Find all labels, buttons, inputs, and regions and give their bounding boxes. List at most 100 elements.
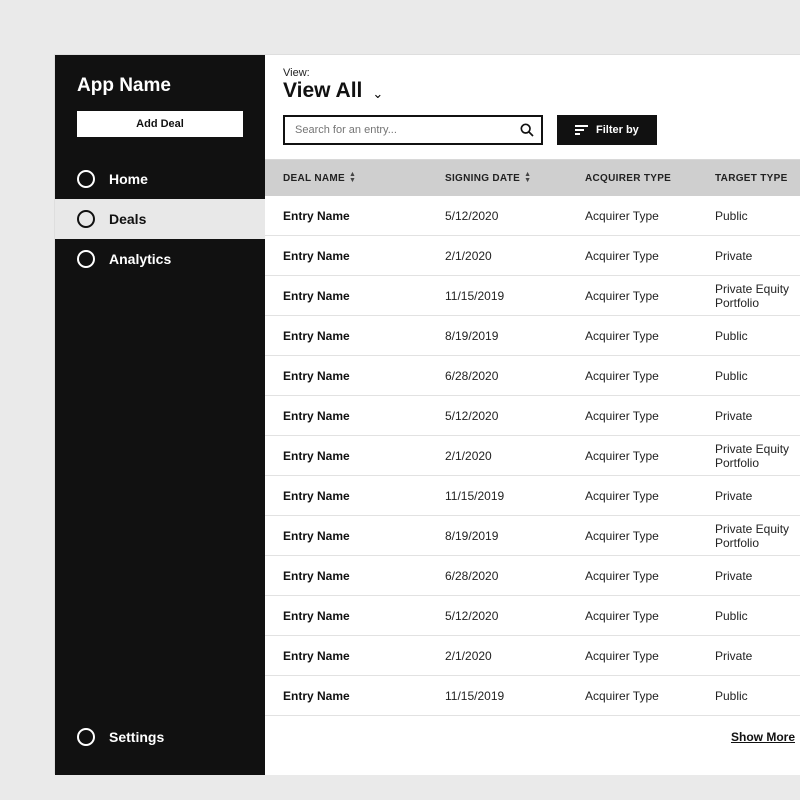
show-more-wrap: Show More <box>265 716 800 744</box>
add-deal-button[interactable]: Add Deal <box>77 111 243 137</box>
cell-deal-name: Entry Name <box>265 249 435 263</box>
cell-signing-date: 2/1/2020 <box>435 449 575 463</box>
cell-signing-date: 5/12/2020 <box>435 409 575 423</box>
table-header: DEAL NAME ▲▼ SIGNING DATE ▲▼ ACQUIRER TY… <box>265 160 800 196</box>
main-content: View: View All ⌄ Filter by D <box>265 55 800 775</box>
sidebar-item-label: Analytics <box>109 251 171 267</box>
cell-target-type: Private <box>705 249 800 263</box>
cell-acquirer-type: Acquirer Type <box>575 489 705 503</box>
cell-acquirer-type: Acquirer Type <box>575 569 705 583</box>
column-signing-date[interactable]: SIGNING DATE ▲▼ <box>435 172 575 184</box>
cell-signing-date: 11/15/2019 <box>435 289 575 303</box>
table-row[interactable]: Entry Name6/28/2020Acquirer TypePublic <box>265 356 800 396</box>
sort-icon: ▲▼ <box>349 172 356 184</box>
table-row[interactable]: Entry Name11/15/2019Acquirer TypePublic <box>265 676 800 716</box>
table-row[interactable]: Entry Name8/19/2019Acquirer TypePrivate … <box>265 516 800 556</box>
sidebar-item-deals[interactable]: Deals <box>55 199 265 239</box>
cell-deal-name: Entry Name <box>265 649 435 663</box>
sort-icon: ▲▼ <box>524 172 531 184</box>
cell-target-type: Private <box>705 489 800 503</box>
table-row[interactable]: Entry Name2/1/2020Acquirer TypePrivate <box>265 236 800 276</box>
sidebar-item-home[interactable]: Home <box>55 159 265 199</box>
cell-deal-name: Entry Name <box>265 289 435 303</box>
cell-signing-date: 2/1/2020 <box>435 649 575 663</box>
deals-table: DEAL NAME ▲▼ SIGNING DATE ▲▼ ACQUIRER TY… <box>265 159 800 775</box>
table-row[interactable]: Entry Name5/12/2020Acquirer TypePublic <box>265 196 800 236</box>
cell-acquirer-type: Acquirer Type <box>575 689 705 703</box>
cell-target-type: Private <box>705 649 800 663</box>
sidebar: App Name Add Deal Home Deals Analytics S… <box>55 55 265 775</box>
table-row[interactable]: Entry Name2/1/2020Acquirer TypePrivate <box>265 636 800 676</box>
cell-signing-date: 8/19/2019 <box>435 529 575 543</box>
cell-deal-name: Entry Name <box>265 449 435 463</box>
cell-signing-date: 2/1/2020 <box>435 249 575 263</box>
circle-icon <box>77 728 95 746</box>
table-row[interactable]: Entry Name11/15/2019Acquirer TypePrivate <box>265 476 800 516</box>
cell-deal-name: Entry Name <box>265 689 435 703</box>
sidebar-bottom: Settings <box>55 717 265 775</box>
show-more-link[interactable]: Show More <box>731 730 795 744</box>
app-title: App Name <box>55 75 265 111</box>
cell-acquirer-type: Acquirer Type <box>575 209 705 223</box>
chevron-down-icon: ⌄ <box>372 83 383 100</box>
sidebar-nav: Home Deals Analytics <box>55 159 265 279</box>
cell-acquirer-type: Acquirer Type <box>575 289 705 303</box>
circle-icon <box>77 250 95 268</box>
table-row[interactable]: Entry Name5/12/2020Acquirer TypePrivate <box>265 396 800 436</box>
cell-target-type: Private <box>705 409 800 423</box>
cell-signing-date: 8/19/2019 <box>435 329 575 343</box>
controls-bar: Filter by <box>265 111 800 159</box>
cell-target-type: Public <box>705 689 800 703</box>
cell-signing-date: 6/28/2020 <box>435 369 575 383</box>
cell-target-type: Public <box>705 369 800 383</box>
cell-target-type: Private <box>705 569 800 583</box>
view-value: View All <box>283 79 362 103</box>
cell-deal-name: Entry Name <box>265 209 435 223</box>
cell-target-type: Public <box>705 329 800 343</box>
cell-deal-name: Entry Name <box>265 369 435 383</box>
cell-acquirer-type: Acquirer Type <box>575 529 705 543</box>
cell-deal-name: Entry Name <box>265 529 435 543</box>
sidebar-item-analytics[interactable]: Analytics <box>55 239 265 279</box>
cell-acquirer-type: Acquirer Type <box>575 649 705 663</box>
view-bar: View: View All ⌄ <box>265 55 800 111</box>
sidebar-item-label: Settings <box>109 729 164 745</box>
cell-acquirer-type: Acquirer Type <box>575 409 705 423</box>
column-target-type[interactable]: TARGET TYPE <box>705 173 800 184</box>
cell-deal-name: Entry Name <box>265 409 435 423</box>
cell-deal-name: Entry Name <box>265 569 435 583</box>
cell-acquirer-type: Acquirer Type <box>575 329 705 343</box>
cell-target-type: Public <box>705 609 800 623</box>
app-frame: App Name Add Deal Home Deals Analytics S… <box>55 55 800 775</box>
table-row[interactable]: Entry Name6/28/2020Acquirer TypePrivate <box>265 556 800 596</box>
cell-target-type: Private Equity Portfolio <box>705 522 800 550</box>
sidebar-item-label: Deals <box>109 211 146 227</box>
search-icon <box>519 122 535 138</box>
cell-acquirer-type: Acquirer Type <box>575 449 705 463</box>
cell-signing-date: 11/15/2019 <box>435 489 575 503</box>
table-row[interactable]: Entry Name5/12/2020Acquirer TypePublic <box>265 596 800 636</box>
search-input[interactable] <box>283 115 543 145</box>
sidebar-item-label: Home <box>109 171 148 187</box>
cell-acquirer-type: Acquirer Type <box>575 609 705 623</box>
table-row[interactable]: Entry Name8/19/2019Acquirer TypePublic <box>265 316 800 356</box>
view-selector[interactable]: View All ⌄ <box>283 79 797 103</box>
cell-target-type: Private Equity Portfolio <box>705 282 800 310</box>
search-wrap <box>283 115 543 145</box>
filter-button[interactable]: Filter by <box>557 115 657 145</box>
cell-acquirer-type: Acquirer Type <box>575 249 705 263</box>
table-row[interactable]: Entry Name2/1/2020Acquirer TypePrivate E… <box>265 436 800 476</box>
cell-target-type: Private Equity Portfolio <box>705 442 800 470</box>
cell-target-type: Public <box>705 209 800 223</box>
sidebar-item-settings[interactable]: Settings <box>55 717 265 757</box>
filter-label: Filter by <box>596 124 639 136</box>
table-body: Entry Name5/12/2020Acquirer TypePublicEn… <box>265 196 800 716</box>
column-acquirer-type[interactable]: ACQUIRER TYPE <box>575 173 705 184</box>
table-row[interactable]: Entry Name11/15/2019Acquirer TypePrivate… <box>265 276 800 316</box>
circle-icon <box>77 170 95 188</box>
filter-icon <box>575 125 588 135</box>
cell-signing-date: 5/12/2020 <box>435 209 575 223</box>
cell-signing-date: 11/15/2019 <box>435 689 575 703</box>
cell-deal-name: Entry Name <box>265 489 435 503</box>
column-deal-name[interactable]: DEAL NAME ▲▼ <box>265 172 435 184</box>
